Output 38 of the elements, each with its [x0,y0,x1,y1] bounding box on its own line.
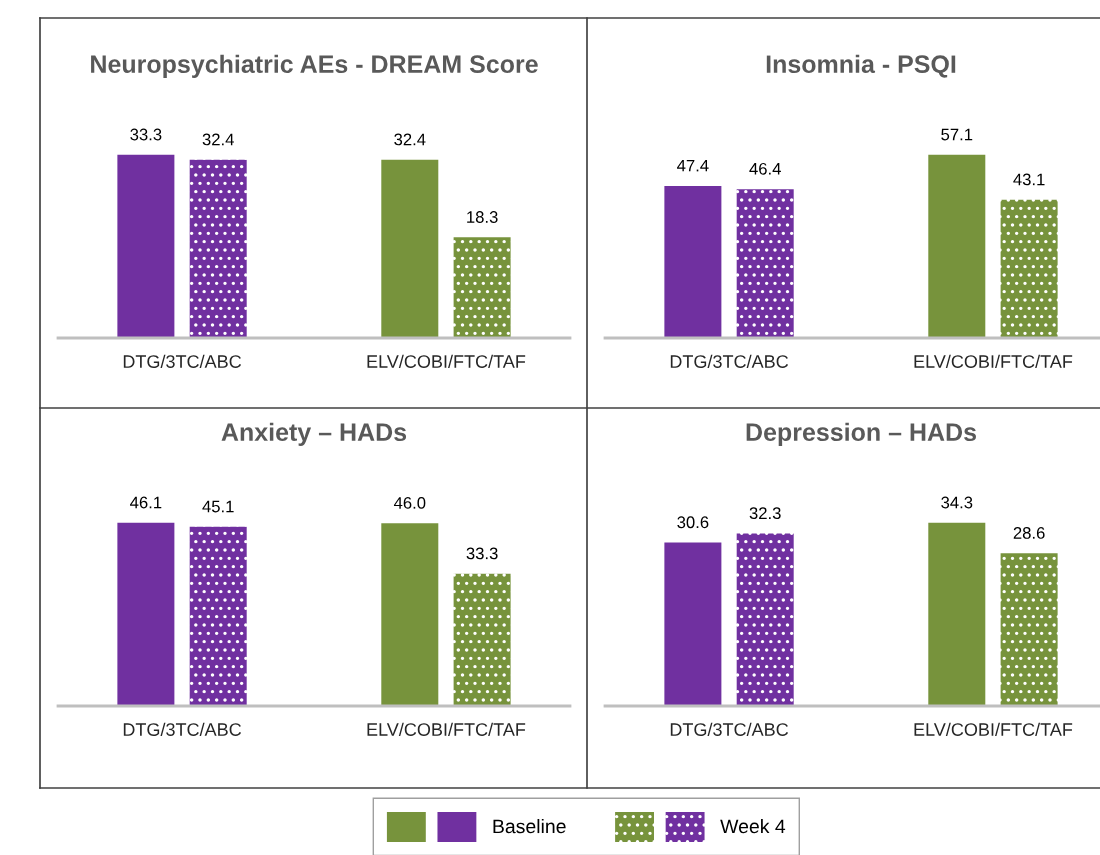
bar [928,154,986,338]
bar [381,523,439,706]
data-label: 32.4 [202,133,234,146]
data-label: 18.3 [467,211,498,223]
bar [117,522,175,706]
chart-title: Anxiety – HADs [221,422,407,446]
data-label: 33.3 [466,547,498,560]
data-label: 33.3 [130,128,162,141]
data-label: 57.1 [941,128,973,141]
data-label: 46.1 [130,496,162,509]
bar [1000,199,1058,338]
chart-title: Neuropsychiatric AEs - DREAM Score [91,54,538,78]
chart-title: Insomnia - PSQI [766,54,956,78]
data-label: 28.6 [1013,527,1045,539]
bar [189,526,247,706]
x-tick-label: ELV/COBI/FTC/TAF [367,722,526,736]
chart-title: Depression – HADs [746,422,976,446]
data-label: 46.0 [393,497,426,509]
x-tick-label: DTG/3TC/ABC [670,722,789,736]
bar [736,189,794,338]
x-tick-label: DTG/3TC/ABC [123,722,242,736]
x-tick-label: DTG/3TC/ABC [670,354,789,368]
bar [453,573,511,706]
x-tick-label: ELV/COBI/FTC/TAF [914,722,1073,736]
legend-label: Baseline [493,818,566,834]
data-label: 46.4 [749,162,781,175]
legend-label: Week 4 [720,818,786,834]
data-label: 32.3 [749,507,781,520]
data-label: 34.3 [941,496,973,509]
x-tick-label: DTG/3TC/ABC [123,354,242,368]
data-label: 47.4 [677,159,709,172]
data-label: 45.1 [202,500,234,513]
x-tick-label: ELV/COBI/FTC/TAF [914,354,1073,368]
bar [664,185,722,338]
x-tick-label: ELV/COBI/FTC/TAF [367,354,526,368]
data-label: 43.1 [1013,173,1045,186]
data-label: 32.4 [394,133,426,146]
data-label: 30.6 [677,516,709,529]
